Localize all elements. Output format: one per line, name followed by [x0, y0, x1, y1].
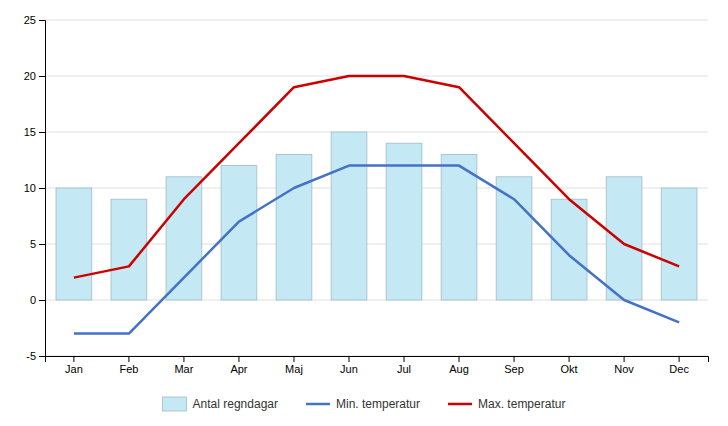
tick: 15 — [24, 126, 45, 138]
tick-mark — [293, 356, 294, 362]
tick-label: Aug — [449, 363, 469, 375]
tick: Okt — [561, 356, 578, 375]
legend-item: Min. temperatur — [306, 397, 420, 411]
bar-series — [56, 132, 697, 300]
bar — [166, 177, 202, 300]
legend-item: Antal regndagar — [163, 397, 278, 411]
tick-mark — [128, 356, 129, 362]
bar — [56, 188, 92, 300]
tick: 0 — [30, 294, 45, 306]
tick-label: 20 — [24, 70, 36, 82]
tick-label: Maj — [285, 363, 303, 375]
y-axis: -5 0 5 10 15 20 25 — [24, 14, 46, 362]
legend: Antal regndagar Min. temperatur Max. tempe… — [163, 397, 566, 411]
tick: Nov — [614, 356, 634, 375]
tick-mark — [569, 356, 570, 362]
legend-item: Max. temperatur — [448, 397, 565, 411]
tick: Jul — [397, 356, 411, 375]
x-axis: Jan Feb Mar Apr Maj Jun Jul Aug Sep Okt Nov Dec — [46, 356, 709, 375]
tick-mark — [514, 356, 515, 362]
tick: 10 — [24, 182, 45, 194]
tick-mark — [39, 300, 45, 301]
tick-mark — [348, 356, 349, 362]
legend-swatch — [448, 403, 472, 406]
tick: 25 — [24, 14, 45, 26]
tick: 20 — [24, 70, 45, 82]
tick-label: Jun — [340, 363, 358, 375]
tick-mark — [404, 356, 405, 362]
tick: -5 — [26, 350, 45, 362]
tick-mark — [183, 356, 184, 362]
tick-mark — [624, 356, 625, 362]
tick-label: Mar — [174, 363, 193, 375]
tick-mark — [39, 356, 45, 357]
axis-line — [39, 21, 46, 357]
tick-label: Dec — [669, 363, 689, 375]
grid-line — [45, 20, 708, 21]
tick: 5 — [30, 238, 45, 250]
tick: Maj — [285, 356, 303, 375]
tick: Apr — [230, 356, 247, 375]
chart: -5 0 5 10 15 20 25 Jan Feb Mar Apr Maj Jun Jul Aug Sep O… — [0, 0, 728, 426]
tick-mark — [238, 356, 239, 362]
bar — [661, 188, 697, 300]
tick-label: 25 — [24, 14, 36, 26]
bar — [551, 199, 587, 300]
tick-label: -5 — [26, 350, 36, 362]
tick-label: 5 — [30, 238, 36, 250]
tick: Aug — [449, 356, 469, 375]
tick: Dec — [669, 356, 689, 375]
tick-mark — [73, 356, 74, 362]
tick-mark — [39, 132, 45, 133]
plot: -5 0 5 10 15 20 25 Jan Feb Mar Apr Maj Jun Jul Aug Sep O… — [24, 14, 709, 375]
tick: Jun — [340, 356, 358, 375]
legend-label: Antal regndagar — [193, 397, 278, 411]
bar — [496, 177, 532, 300]
tick-label: Sep — [504, 363, 524, 375]
line — [74, 76, 679, 278]
legend-label: Min. temperatur — [336, 397, 420, 411]
grid — [45, 20, 708, 356]
tick-label: Nov — [614, 363, 634, 375]
marks — [56, 76, 697, 334]
tick-label: Apr — [230, 363, 247, 375]
tick-mark — [679, 356, 680, 362]
tick-mark — [39, 76, 45, 77]
legend-label: Max. temperatur — [478, 397, 565, 411]
tick: Jan — [65, 356, 83, 375]
bar — [276, 154, 312, 300]
tick-mark — [39, 20, 45, 21]
tick: Sep — [504, 356, 524, 375]
tick-label: Okt — [561, 363, 578, 375]
tick-mark — [39, 188, 45, 189]
grid-line — [45, 132, 708, 133]
tick-label: 10 — [24, 182, 36, 194]
legend-swatch — [306, 403, 330, 406]
tick: Feb — [119, 356, 138, 375]
bar — [331, 132, 367, 300]
tick: Mar — [174, 356, 193, 375]
tick-label: Feb — [119, 363, 138, 375]
tick-label: Jul — [397, 363, 411, 375]
tick-label: Jan — [65, 363, 83, 375]
bar — [441, 154, 477, 300]
bar — [606, 177, 642, 300]
line — [74, 166, 679, 334]
tick-label: 15 — [24, 126, 36, 138]
tick-mark — [459, 356, 460, 362]
tick-label: 0 — [30, 294, 36, 306]
legend-swatch — [163, 397, 187, 411]
axis-line — [46, 357, 709, 363]
tick-mark — [39, 244, 45, 245]
